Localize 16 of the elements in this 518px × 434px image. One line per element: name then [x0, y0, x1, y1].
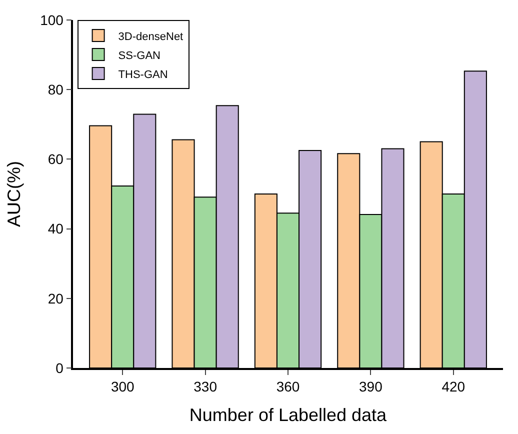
x-axis-title: Number of Labelled data	[189, 405, 388, 426]
x-tick-label: 300	[110, 378, 135, 395]
legend-label: THS-GAN	[118, 68, 168, 81]
y-axis-title: AUC(%)	[4, 161, 24, 227]
x-tick-label: 360	[276, 378, 300, 395]
y-tick-label: 100	[40, 12, 64, 28]
y-tick-label: 40	[48, 220, 64, 237]
x-tick-label: 330	[194, 378, 218, 395]
legend-label: SS-GAN	[118, 50, 161, 62]
x-tick-label: 420	[442, 378, 466, 395]
y-tick-label: 80	[48, 82, 64, 98]
y-tick-label: 20	[48, 290, 64, 306]
y-tick-label: 60	[48, 151, 64, 168]
x-tick-label: 390	[359, 378, 383, 395]
legend-label: 3D-denseNet	[118, 30, 184, 43]
y-tick-label: 0	[56, 360, 64, 376]
